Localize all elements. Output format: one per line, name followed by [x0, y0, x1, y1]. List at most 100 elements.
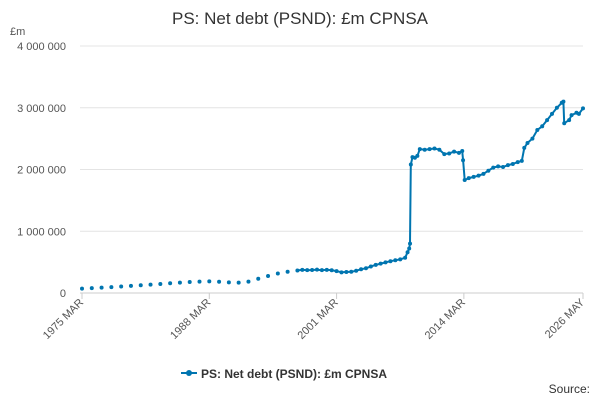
y-tick-label: 3 000 000: [17, 103, 66, 115]
data-point: [275, 271, 280, 276]
data-point: [295, 268, 300, 273]
data-point: [408, 162, 413, 167]
data-point: [310, 268, 315, 273]
data-point: [515, 160, 520, 165]
data-point: [339, 270, 344, 275]
data-point: [554, 105, 559, 110]
data-point: [207, 279, 212, 284]
data-point: [305, 268, 310, 273]
data-point: [510, 161, 515, 166]
data-point: [417, 147, 422, 152]
x-tick-label: 1988 MAR: [168, 297, 213, 342]
data-point: [383, 260, 388, 265]
data-point: [452, 149, 457, 154]
data-point: [329, 268, 334, 273]
data-point: [432, 146, 437, 151]
data-point: [119, 284, 124, 289]
data-point: [481, 171, 486, 176]
data-point: [530, 136, 535, 141]
data-point: [168, 281, 173, 286]
data-point: [581, 106, 585, 111]
legend-marker: [186, 370, 192, 376]
data-point: [349, 269, 354, 274]
data-point: [540, 124, 545, 129]
data-point: [187, 280, 192, 285]
data-point: [505, 163, 510, 168]
data-point: [476, 173, 481, 178]
data-point: [569, 113, 574, 118]
data-point: [334, 269, 339, 274]
data-point: [378, 261, 383, 266]
data-point: [388, 259, 393, 264]
data-point: [519, 158, 524, 163]
data-point: [447, 151, 452, 156]
data-point: [89, 286, 94, 291]
data-point: [456, 150, 461, 155]
y-tick-label: 1 000 000: [17, 226, 66, 238]
data-point: [535, 127, 540, 132]
data-point: [496, 164, 501, 169]
data-point: [99, 285, 104, 290]
data-point: [462, 177, 467, 182]
data-point: [403, 255, 408, 260]
data-point: [405, 250, 410, 255]
data-point: [354, 268, 359, 273]
data-point: [525, 140, 530, 145]
x-tick-label: 1975 MAR: [41, 297, 86, 342]
x-tick-label: 2014 MAR: [423, 297, 468, 342]
data-point: [226, 280, 231, 285]
y-tick-label: 4 000 000: [17, 41, 66, 53]
data-point: [491, 165, 496, 170]
data-point: [407, 246, 412, 251]
data-point: [415, 153, 420, 158]
legend-label: PS: Net debt (PSND): £m CPNSA: [201, 367, 387, 381]
data-point: [363, 266, 368, 271]
y-tick-label: 0: [60, 288, 66, 300]
data-point: [319, 268, 324, 273]
data-point: [567, 118, 572, 123]
data-point: [359, 267, 364, 272]
data-point: [373, 262, 378, 267]
data-point: [217, 279, 222, 284]
data-point: [246, 279, 251, 284]
data-point: [236, 280, 241, 285]
data-point: [197, 279, 202, 284]
data-point: [300, 267, 305, 272]
data-point: [576, 111, 581, 116]
data-point: [148, 282, 153, 287]
data-point: [466, 176, 471, 181]
data-point: [549, 111, 554, 116]
data-point: [422, 147, 427, 152]
data-point: [486, 168, 491, 173]
data-point: [256, 276, 261, 281]
data-point: [545, 118, 550, 123]
chart-title: PS: Net debt (PSND): £m CPNSA: [172, 9, 429, 28]
data-point: [460, 148, 465, 153]
data-point: [138, 283, 143, 288]
x-tick-label: 2026 MAY: [543, 296, 588, 341]
y-unit: £m: [10, 26, 25, 38]
source: Source:: [549, 382, 590, 396]
data-point: [128, 283, 133, 288]
data-point: [80, 286, 84, 291]
data-point: [522, 145, 527, 150]
data-point: [285, 269, 290, 274]
data-point: [177, 280, 182, 285]
data-point: [344, 270, 349, 275]
data-point: [314, 267, 319, 272]
series-line: [297, 99, 584, 274]
data-point: [442, 152, 447, 157]
data-point: [471, 174, 476, 179]
data-point: [324, 267, 329, 272]
y-tick-label: 2 000 000: [17, 165, 66, 177]
data-point: [368, 264, 373, 269]
data-point: [398, 257, 403, 262]
data-point: [393, 258, 398, 263]
data-point: [427, 147, 432, 152]
x-tick-label: 2001 MAR: [295, 297, 340, 342]
data-point: [158, 282, 163, 287]
data-point: [562, 121, 567, 126]
data-point: [109, 285, 114, 290]
data-point: [461, 158, 466, 163]
